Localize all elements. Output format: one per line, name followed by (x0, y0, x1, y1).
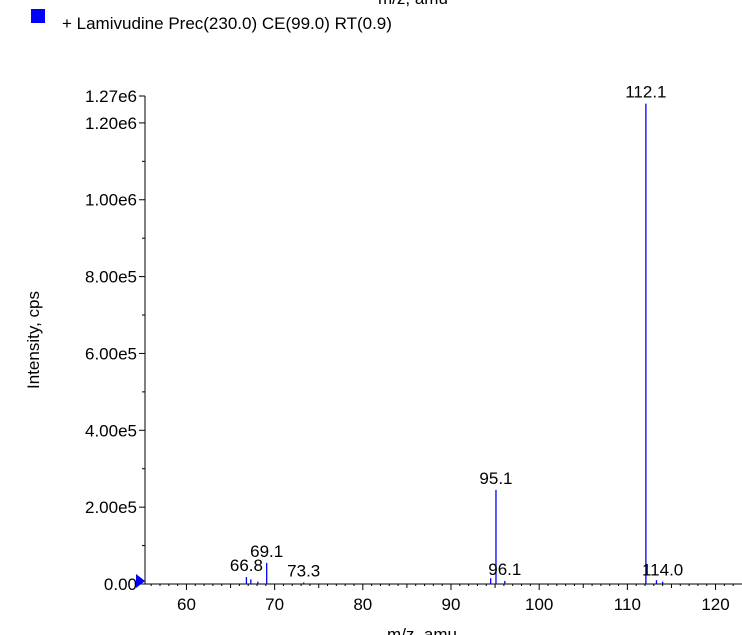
y-ticks: 0.00 2.00e5 4.00e5 6.00e5 8.00e5 1.00e6 1.20e6… (85, 87, 145, 594)
x-axis-title: m/z, amu (387, 625, 457, 635)
legend-swatch (31, 9, 45, 23)
legend: + Lamivudine Prec(230.0) CE(99.0) RT(0.9… (31, 9, 392, 33)
peak-label: 73.3 (287, 561, 320, 580)
y-tick-label: 6.00e5 (85, 344, 137, 363)
peak-label: 114.0 (642, 561, 683, 580)
x-tick-label: 120 (701, 595, 729, 614)
y-axis-title: Intensity, cps (24, 291, 43, 389)
top-axis-label: m/z, amu (378, 0, 448, 8)
y-tick-label: 1.27e6 (85, 87, 137, 106)
peak-label: 96.1 (488, 560, 521, 579)
x-tick-label: 60 (177, 595, 196, 614)
peak-label: 66.8 (230, 556, 263, 575)
peak-labels: 66.869.173.3 95.1 96.1 112.1 114.0 (230, 83, 683, 581)
peak-label: 95.1 (479, 469, 512, 488)
x-tick-label: 70 (265, 595, 284, 614)
peak-label: 69.1 (250, 542, 283, 561)
peak-label: 112.1 (625, 83, 666, 102)
x-ticks: 60 70 80 90 100 110 120 (150, 584, 734, 614)
legend-label: + Lamivudine Prec(230.0) CE(99.0) RT(0.9… (62, 14, 392, 33)
baseline-marker (136, 574, 145, 588)
x-tick-label: 100 (525, 595, 553, 614)
y-tick-label: 8.00e5 (85, 268, 137, 287)
y-tick-label: 1.00e6 (85, 191, 137, 210)
x-tick-label: 90 (442, 595, 461, 614)
y-tick-label: 2.00e5 (85, 498, 137, 517)
x-tick-label: 80 (353, 595, 372, 614)
peaks (245, 103, 664, 584)
x-tick-label: 110 (614, 595, 641, 614)
y-tick-label: 1.20e6 (85, 114, 137, 133)
y-tick-label: 0.00 (104, 575, 137, 594)
y-tick-label: 4.00e5 (85, 421, 137, 440)
